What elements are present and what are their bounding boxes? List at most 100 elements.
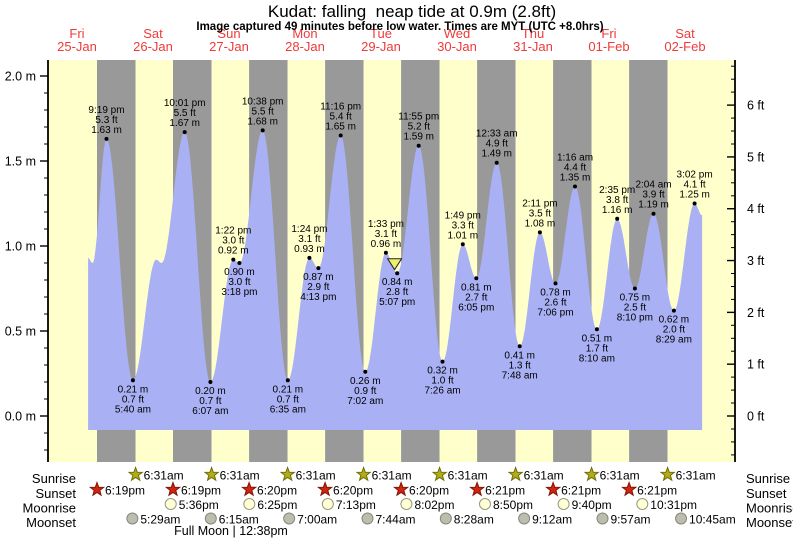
moonset-time: 9:57am [611,513,651,527]
sunrise-star-icon [355,466,372,482]
sunset-star-icon [88,481,106,497]
tide-extreme-dot [383,250,388,255]
tide-extreme-dot [104,136,109,141]
moonrise-icon [164,498,177,510]
sunrise-time: 6:31am [296,469,336,483]
tide-extreme-dot [671,308,676,313]
sunrise-star-icon [127,466,144,482]
tide-low-label: 0.90 m 3.0 ft 3:18 pm [221,267,257,298]
day-label: Thu 31-Jan [513,26,553,54]
tide-high-label: 10:01 pm 5.5 ft 1.67 m [164,98,206,129]
tide-high-label: 10:38 pm 5.5 ft 1.68 m [242,96,284,127]
tide-extreme-dot [395,271,400,276]
moonset-icon [361,512,374,525]
tide-high-label: 1:24 pm 3.1 ft 0.93 m [291,224,327,255]
moonset-icon [596,512,609,525]
moonrise-time: 10:31pm [650,498,697,512]
tide-low-label: 0.21 m 0.7 ft 5:40 am [115,384,151,415]
tide-low-label: 0.41 m 1.3 ft 7:48 am [502,350,538,381]
moonset-time: 8:28am [454,513,494,527]
tide-high-label: 12:33 am 4.9 ft 1.49 m [476,129,518,160]
tide-extreme-dot [237,261,242,265]
tide-low-label: 0.26 m 0.9 ft 7:02 am [347,376,383,407]
feet-tick-label: 6 ft [747,99,765,113]
feet-tick-label: 4 ft [747,202,765,216]
tide-extreme-dot [494,160,499,165]
feet-tick-label: 5 ft [747,150,765,164]
tide-extreme-dot [460,242,465,247]
astro-row-label-right: Moonrise [746,501,793,516]
day-label: Fri 01-Feb [588,26,629,54]
day-label: Sat 26-Jan [133,26,173,54]
moonset-icon [518,512,531,525]
day-label: Sun 27-Jan [209,26,249,54]
tide-high-label: 2:35 pm 3.8 ft 1.16 m [599,185,635,216]
day-label: Wed 30-Jan [437,26,477,54]
tide-extreme-dot [440,359,445,364]
tide-low-label: 0.81 m 2.7 ft 6:05 pm [458,282,494,313]
moonrise-icon [321,498,334,510]
tide-extreme-dot [338,133,343,138]
sunset-time: 6:20pm [333,484,373,498]
tide-high-label: 1:22 pm 3.0 ft 0.92 m [215,226,251,257]
meters-tick-label: 1.5 m [5,155,36,169]
moonset-time: 9:12am [532,513,572,527]
astro-row-label-left: Sunset [36,486,77,501]
chart-subtitle: Image captured 49 minutes before low wat… [196,21,604,33]
sunset-time: 6:20pm [409,484,449,498]
sunset-time: 6:21pm [637,484,677,498]
tide-high-label: 2:11 pm 3.5 ft 1.08 m [522,198,557,229]
meters-tick-label: 1.0 m [5,240,36,254]
moonset-icon [126,512,139,525]
sunset-time: 6:19pm [105,484,145,498]
moonset-time: 10:45am [689,513,736,527]
sunset-star-icon [393,481,410,497]
moonset-icon [283,512,296,525]
tide-extreme-dot [474,276,479,281]
tide-extreme-dot [537,230,542,235]
moonset-time: 6:15am [219,513,259,527]
sunset-time: 6:21pm [561,484,601,498]
tide-high-label: 3:02 pm 4.1 ft 1.25 m [677,170,713,201]
sunset-time: 6:20pm [257,484,297,498]
sunrise-star-icon [279,466,296,482]
tide-extreme-dot [416,143,421,148]
sunset-star-icon [317,481,334,497]
tide-low-label: 0.32 m 1.0 ft 7:26 am [424,366,460,397]
tide-high-label: 1:16 am 4.4 ft 1.35 m [557,153,593,184]
astro-row-label-left: Moonrise [23,501,76,516]
day-label: Fri 25-Jan [57,26,97,54]
sunset-time: 6:21pm [485,484,525,498]
full-moon-label: Full Moon | 12:38pm [174,524,288,538]
sunrise-time: 6:31am [372,469,412,483]
sunrise-star-icon [431,466,448,482]
feet-tick-label: 1 ft [747,358,765,372]
sunset-star-icon [545,481,562,497]
sunrise-star-icon [507,466,524,482]
moonrise-icon [478,498,491,510]
tide-low-label: 0.62 m 2.0 ft 8:29 am [656,315,692,346]
moonrise-time: 9:40pm [572,498,612,512]
tide-low-label: 0.21 m 0.7 ft 6:35 am [270,384,306,415]
moonrise-time: 7:13pm [336,498,376,512]
astro-row-label-right: Sunrise [746,471,790,486]
tide-extreme-dot [615,216,620,221]
tide-low-label: 0.84 m 2.8 ft 5:07 pm [379,277,415,308]
tide-extreme-dot [573,184,577,189]
tide-extreme-dot [363,369,368,374]
feet-tick-label: 3 ft [747,254,765,268]
sunrise-star-icon [203,466,220,482]
sunrise-time: 6:31am [524,469,564,483]
tide-extreme-dot [316,266,321,271]
astro-row-label-right: Sunset [746,486,787,501]
sunset-star-icon [469,481,486,497]
moonset-icon [439,512,452,525]
moonrise-time: 8:50pm [493,498,533,512]
tide-extreme-dot [632,286,637,291]
sunset-star-icon [164,481,182,497]
tide-low-label: 0.75 m 2.5 ft 8:10 pm [617,293,653,324]
sunrise-time: 6:31am [220,469,260,483]
tide-low-label: 0.78 m 2.6 ft 7:06 pm [537,287,573,318]
tide-low-label: 0.87 m 2.9 ft 4:13 pm [300,272,336,303]
